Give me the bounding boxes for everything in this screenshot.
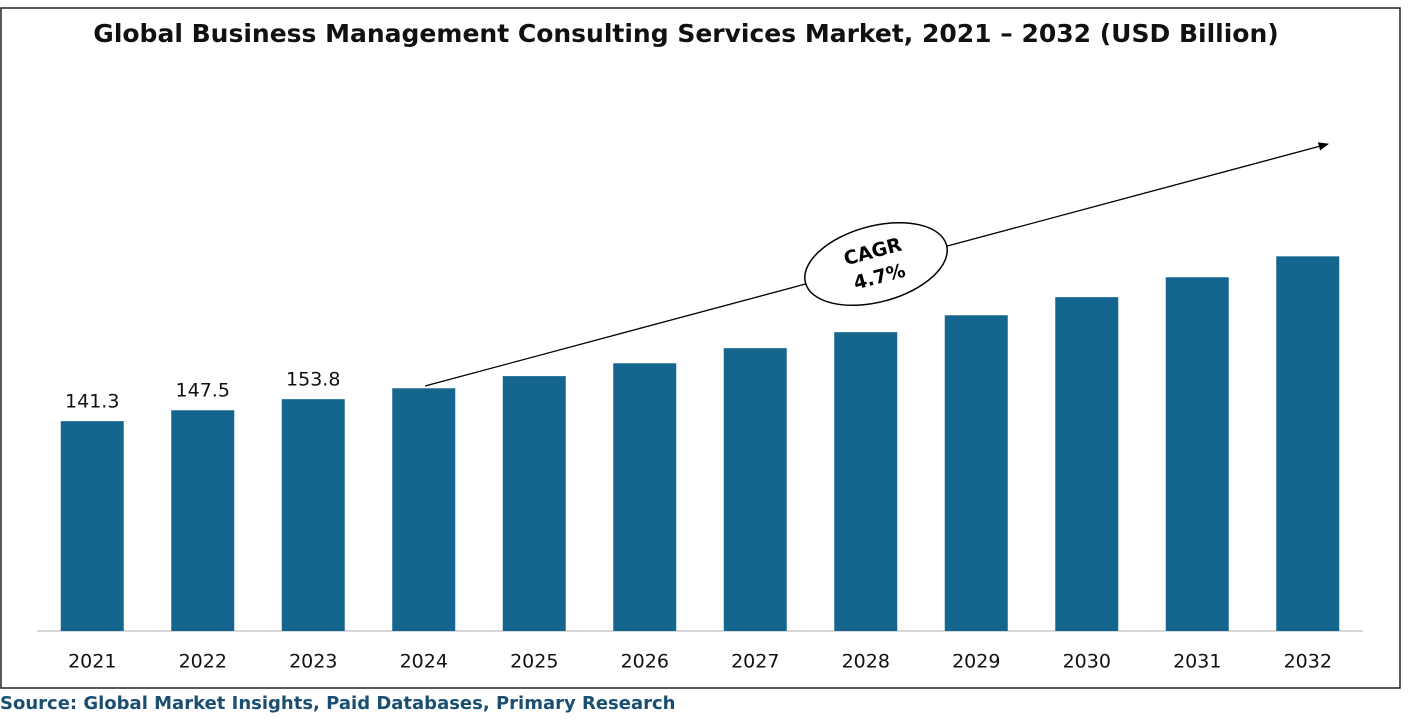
x-tick-label: 2021: [68, 651, 116, 673]
x-tick-label: 2022: [179, 651, 227, 673]
bar: [171, 410, 235, 631]
x-tick-label: 2026: [621, 651, 669, 673]
x-tick-label: 2028: [842, 651, 890, 673]
source-note: Source: Global Market Insights, Paid Dat…: [0, 693, 675, 714]
x-tick-label: 2030: [1063, 651, 1111, 673]
x-tick-label: 2031: [1173, 651, 1221, 673]
bar: [1165, 277, 1229, 631]
x-tick-label: 2023: [289, 651, 337, 673]
bar: [60, 421, 124, 631]
x-tick-label: 2027: [731, 651, 779, 673]
cagr-badge: CAGR 4.7%: [804, 221, 948, 307]
cagr-ellipse: [804, 221, 948, 307]
x-tick-label: 2029: [952, 651, 1000, 673]
data-label: 147.5: [176, 380, 230, 402]
x-tick-label: 2024: [400, 651, 448, 673]
bar: [1055, 297, 1119, 631]
data-label: 153.8: [286, 369, 340, 391]
bar: [1276, 256, 1340, 631]
x-tick-label: 2025: [510, 651, 558, 673]
bar: [723, 348, 787, 631]
bar: [392, 388, 456, 631]
bar: [944, 315, 1008, 631]
bar: [834, 332, 898, 631]
bar: [502, 376, 566, 631]
bar: [613, 363, 677, 631]
bar: [281, 399, 345, 631]
x-tick-label: 2032: [1284, 651, 1332, 673]
chart-title: Global Business Management Consulting Se…: [93, 19, 1278, 48]
data-label: 141.3: [65, 391, 119, 413]
